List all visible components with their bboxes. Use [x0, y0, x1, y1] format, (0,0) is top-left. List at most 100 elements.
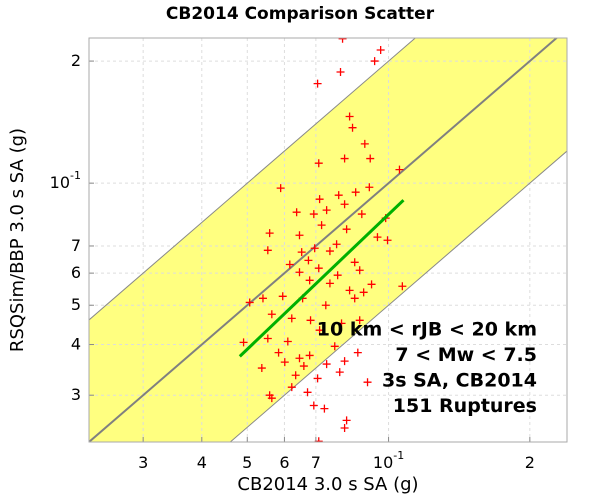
- point: [297, 248, 306, 257]
- point: [370, 57, 379, 66]
- point: [295, 354, 304, 363]
- point: [320, 404, 329, 413]
- point: [342, 416, 351, 425]
- point: [267, 310, 276, 319]
- point: [299, 362, 308, 371]
- point: [306, 316, 315, 325]
- point: [274, 348, 283, 357]
- point: [276, 184, 285, 193]
- point: [350, 258, 359, 267]
- tick-label-base: 7: [311, 453, 321, 472]
- point: [340, 357, 349, 366]
- tick-label: 5: [71, 295, 81, 314]
- tick-label: 2: [71, 51, 81, 70]
- point: [336, 67, 345, 76]
- point: [314, 159, 323, 168]
- point: [355, 266, 364, 275]
- point: [338, 38, 347, 43]
- point: [340, 154, 349, 163]
- point: [303, 388, 312, 397]
- point: [295, 231, 304, 240]
- tick-label: 4: [71, 334, 81, 353]
- point: [283, 337, 292, 346]
- tick-label: 5: [242, 453, 252, 472]
- point: [373, 233, 382, 242]
- point: [340, 200, 349, 209]
- point: [263, 246, 272, 255]
- point: [267, 394, 276, 403]
- point: [357, 210, 366, 219]
- point: [351, 188, 360, 197]
- tick-label: 7: [71, 235, 81, 254]
- point: [350, 294, 359, 303]
- tick-label: 6: [279, 453, 289, 472]
- point: [363, 378, 372, 387]
- point: [265, 229, 274, 238]
- point: [295, 268, 304, 277]
- point: [337, 319, 346, 328]
- point: [245, 298, 254, 307]
- tick-label: 3: [138, 453, 148, 472]
- tick-label: 10-1: [50, 169, 81, 192]
- fit-line: [238, 199, 405, 358]
- tick-label-base: 4: [71, 334, 81, 353]
- tick-label-base: 2: [525, 453, 535, 472]
- point: [367, 280, 376, 289]
- point: [239, 338, 248, 347]
- annotation: 7 < Mw < 7.5: [395, 344, 537, 366]
- annotation: 151 Ruptures: [393, 395, 537, 417]
- annotation: 10 km < rJB < 20 km: [317, 319, 537, 341]
- point: [395, 165, 404, 174]
- point: [315, 326, 324, 335]
- point: [304, 256, 313, 265]
- point: [314, 264, 323, 273]
- point: [340, 424, 349, 433]
- tick-label-exponent: -1: [70, 169, 81, 182]
- point: [335, 368, 344, 377]
- tick-label-base: 7: [71, 235, 81, 254]
- y-axis-label: RSQSim/BBP 3.0 s SA (g): [7, 128, 28, 352]
- point: [322, 206, 331, 215]
- point: [353, 348, 362, 357]
- point: [345, 112, 354, 121]
- tick-label-base: 3: [71, 385, 81, 404]
- point: [330, 342, 339, 351]
- point: [285, 260, 294, 269]
- point: [278, 292, 287, 301]
- point: [257, 364, 266, 373]
- tick-label-base: 5: [242, 453, 252, 472]
- point: [398, 282, 407, 291]
- point: [366, 154, 375, 163]
- point: [315, 195, 324, 204]
- point: [333, 271, 342, 280]
- plot-frame: [88, 37, 568, 443]
- point: [280, 358, 289, 367]
- point: [309, 401, 318, 410]
- point: [342, 225, 351, 234]
- point: [309, 210, 318, 219]
- point: [305, 276, 314, 285]
- point: [334, 191, 343, 200]
- tick-label-base: 2: [71, 51, 81, 70]
- point: [360, 139, 369, 148]
- tick-label-base: 5: [71, 295, 81, 314]
- tick-label: 6: [71, 263, 81, 282]
- point: [348, 123, 357, 132]
- tick-label: 3: [71, 385, 81, 404]
- point: [258, 294, 267, 303]
- point: [322, 360, 331, 369]
- point: [321, 301, 330, 310]
- annotation: 3s SA, CB2014: [382, 370, 537, 392]
- tick-label-base: 10: [373, 453, 393, 472]
- point: [359, 288, 368, 297]
- tick-label: 7: [311, 453, 321, 472]
- point: [292, 208, 301, 217]
- tick-label-base: 4: [197, 453, 207, 472]
- point: [325, 279, 334, 288]
- chart-title: CB2014 Comparison Scatter: [166, 4, 435, 24]
- point: [376, 45, 385, 54]
- tick-label-base: 6: [279, 453, 289, 472]
- tick-label: 2: [525, 453, 535, 472]
